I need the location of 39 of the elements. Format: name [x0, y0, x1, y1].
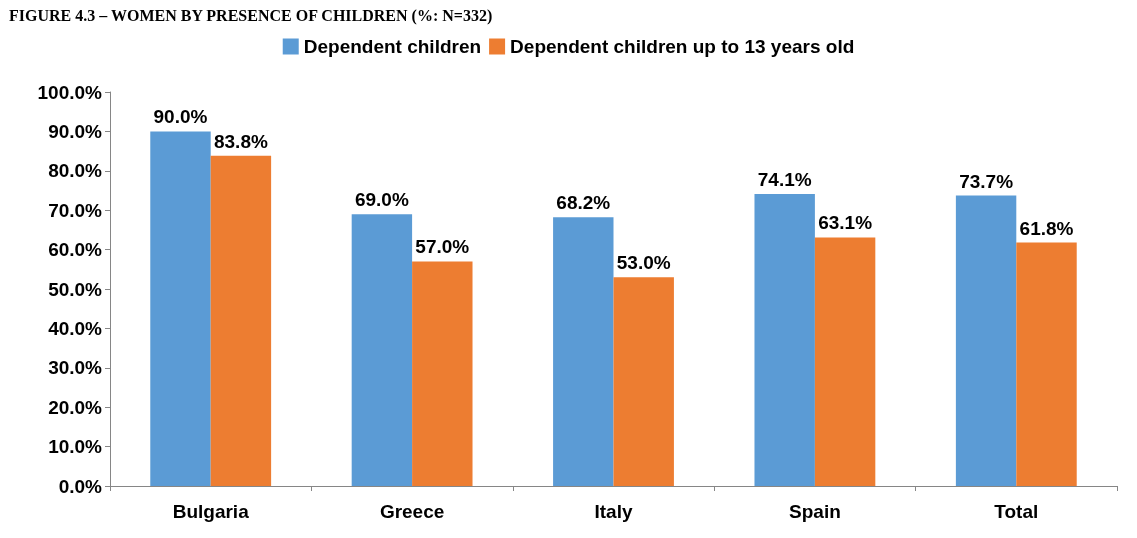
bar [351, 214, 413, 486]
data-label: 61.8% [1019, 217, 1074, 239]
x-tick-label: Greece [379, 501, 445, 522]
x-tick-label: Total [994, 501, 1039, 522]
y-tick-label: 90.0% [48, 120, 103, 142]
data-label: 53.0% [616, 252, 671, 274]
legend-label: Dependent children up to 13 years old [510, 36, 855, 57]
bar [613, 277, 674, 486]
data-label: 74.1% [757, 169, 812, 191]
bar [1016, 242, 1077, 486]
y-tick-label: 20.0% [48, 396, 103, 418]
bar [150, 131, 211, 486]
y-tick-label: 60.0% [48, 239, 103, 261]
data-label: 83.8% [213, 130, 268, 152]
y-tick-label: 70.0% [48, 199, 103, 221]
bar [412, 261, 473, 486]
x-tick-label: Spain [789, 501, 841, 522]
y-tick-label: 100.0% [37, 81, 103, 103]
legend-label: Dependent children [303, 36, 482, 57]
data-label: 68.2% [556, 192, 611, 214]
y-tick-label: 30.0% [48, 357, 103, 379]
y-tick-label: 0.0% [58, 475, 103, 497]
y-tick-label: 80.0% [48, 160, 103, 182]
data-label: 69.0% [354, 189, 409, 211]
bar [553, 217, 614, 486]
bar [955, 195, 1017, 486]
bar [210, 155, 272, 486]
chart-title: FIGURE 4.3 – WOMEN BY PRESENCE OF CHILDREN (%: N=332) [9, 6, 493, 25]
x-tick-label: Italy [594, 501, 633, 522]
bar [754, 194, 815, 486]
y-tick-label: 50.0% [48, 278, 103, 300]
data-label: 57.0% [415, 236, 470, 258]
y-tick-label: 10.0% [48, 436, 103, 458]
data-label: 73.7% [959, 170, 1014, 192]
y-tick-label: 40.0% [48, 317, 103, 339]
x-tick-label: Bulgaria [172, 501, 250, 522]
data-label: 63.1% [818, 212, 873, 234]
bar [814, 237, 876, 486]
data-label: 90.0% [153, 106, 208, 128]
